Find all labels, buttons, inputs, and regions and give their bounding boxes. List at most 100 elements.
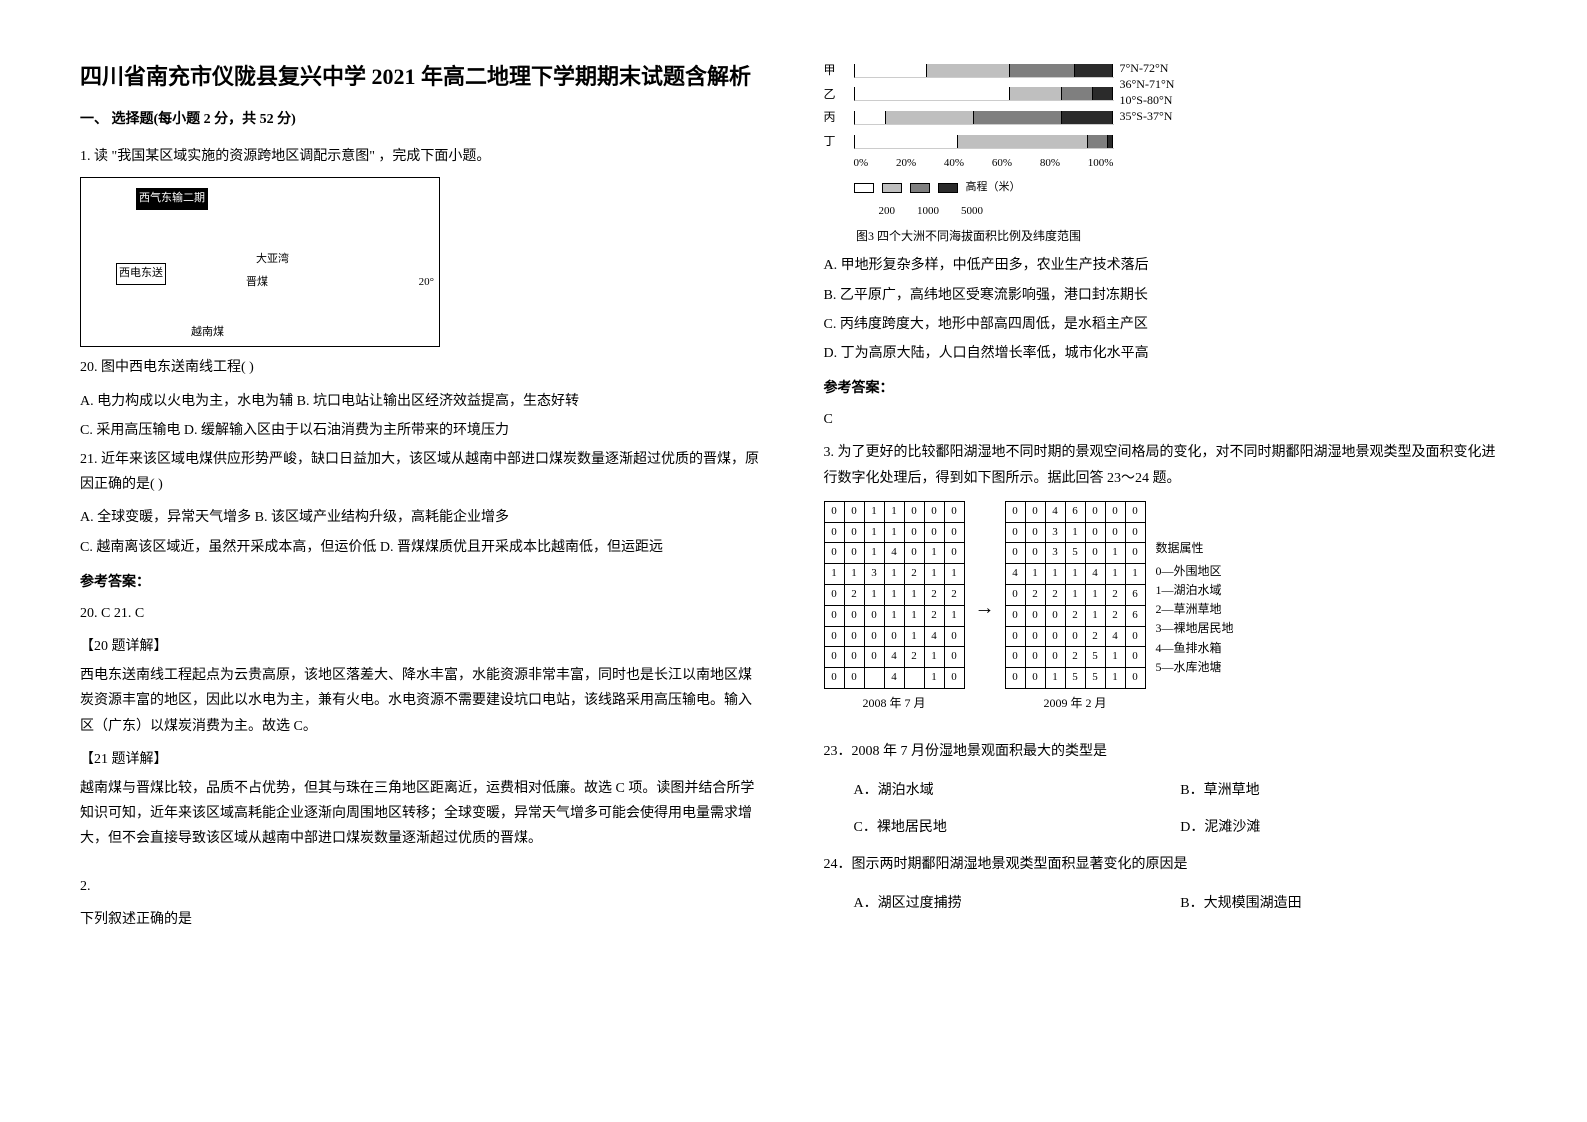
chart-bar [854,87,1114,101]
grid-cell: 0 [1045,626,1065,647]
grid-cell: 0 [1125,626,1145,647]
section1-header: 一、 选择题(每小题 2 分，共 52 分) [80,107,764,132]
chart-row: 甲 [824,60,1114,82]
grid-container: 0011000001100000140101131211021112200011… [824,501,1508,715]
grid-cell: 0 [1085,501,1105,522]
axis-tick: 60% [992,154,1012,174]
latitude-label: 35°S-37°N [1120,108,1175,124]
chart-segment [855,64,928,77]
grid-cell: 0 [924,501,944,522]
grid-cell: 0 [824,647,844,668]
chart-segment [1062,87,1093,100]
grid-cell: 0 [944,626,964,647]
grid-legend: 数据属性 0—外围地区1—湖泊水域2—草洲草地3—裸地居民地4—鱼排水箱5—水库… [1156,539,1234,677]
legend-item: 1—湖泊水域 [1156,581,1234,600]
grid-cell: 0 [864,605,884,626]
grid-cell: 1 [924,543,944,564]
grid-cell: 0 [1105,522,1125,543]
exp20-text: 西电东送南线工程起点为云贵高原，该地区落差大、降水丰富，水能资源非常丰富，同时也… [80,663,764,739]
grid-cell: 0 [1085,522,1105,543]
grid-cell: 0 [944,522,964,543]
grid-cell: 1 [1045,668,1065,689]
q23-opt-c: C．裸地居民地 [824,815,1181,840]
grid-cell: 2 [1085,626,1105,647]
map-label-yuenan: 越南煤 [191,323,224,343]
grid-cell: 1 [1085,605,1105,626]
chart-segment [1010,87,1062,100]
grid-cell: 1 [924,564,944,585]
grid-cell: 1 [1125,564,1145,585]
grid-cell: 6 [1125,585,1145,606]
grid-cell: 0 [904,501,924,522]
exp21-header: 【21 题详解】 [80,747,764,772]
grid-cell [904,668,924,689]
q2-opt-b: B. 乙平原广，高纬地区受寒流影响强，港口封冻期长 [824,283,1508,308]
grid-cell: 5 [1065,543,1085,564]
arrow-icon: → [975,590,995,626]
grid-cell: 1 [904,585,924,606]
axis-tick: 40% [944,154,964,174]
grid-cell: 0 [1025,605,1045,626]
chart-row-label: 丙 [824,107,854,129]
q1-intro: 1. 读 "我国某区域实施的资源跨地区调配示意图" ，完成下面小题。 [80,144,764,169]
elevation-chart: 甲乙丙丁 0%20%40%60%80%100% 高程（米） 200 1000 5… [824,60,1508,247]
grid-2009: 0046000003100000350104111411022112600021… [1005,501,1146,689]
q20-text: 20. 图中西电东送南线工程( ) [80,355,764,380]
q20-opt-ab: A. 电力构成以火电为主，水电为辅 B. 坑口电站让输出区经济效益提高，生态好转 [80,389,764,414]
grid-cell: 0 [824,522,844,543]
grid-cell: 2 [924,585,944,606]
grid-cell: 1 [1105,543,1125,564]
grid-cell: 0 [924,522,944,543]
grid-cell: 4 [884,543,904,564]
legend-item: 5—水库池塘 [1156,658,1234,677]
latitude-column: 7°N-72°N36°N-71°N10°S-80°N35°S-37°N [1120,60,1175,124]
grid-cell: 0 [1125,668,1145,689]
q23-text: 23．2008 年 7 月份湿地景观面积最大的类型是 [824,739,1508,764]
grid-cell: 4 [924,626,944,647]
chart-segment [927,64,1010,77]
legend-val-1: 200 [879,202,896,222]
map-label-daya: 大亚湾 [256,250,289,270]
grid-cell: 0 [1065,626,1085,647]
chart-bar [854,135,1114,149]
chart-row-label: 甲 [824,60,854,82]
legend-val-3: 5000 [961,202,983,222]
axis-tick: 20% [896,154,916,174]
legend-box-3 [910,183,930,193]
grid-cell: 0 [1005,543,1025,564]
grid-cell: 2 [924,605,944,626]
grid-cell: 3 [1045,543,1065,564]
chart-row-label: 丁 [824,131,854,153]
grid-cell: 0 [844,501,864,522]
latitude-label: 36°N-71°N [1120,76,1175,92]
grid-cell: 1 [884,501,904,522]
grid-cell: 1 [1065,585,1085,606]
grid-cell: 0 [1125,501,1145,522]
grid-cell: 0 [1005,585,1025,606]
grid-cell: 0 [1085,543,1105,564]
grid-cell: 2 [1025,585,1045,606]
axis-tick: 0% [854,154,869,174]
grid-cell: 6 [1065,501,1085,522]
grid-cell: 2 [944,585,964,606]
grid-cell: 1 [1085,585,1105,606]
grid-cell: 0 [824,668,844,689]
grid-cell: 0 [844,668,864,689]
grid-cell: 0 [844,543,864,564]
grid-cell: 0 [1005,522,1025,543]
grid-cell: 0 [1005,501,1025,522]
grid-cell: 0 [904,543,924,564]
grid-cell: 0 [1005,647,1025,668]
chart-row-label: 乙 [824,84,854,106]
exp20-header: 【20 题详解】 [80,634,764,659]
latitude-label: 10°S-80°N [1120,92,1175,108]
grid-legend-title: 数据属性 [1156,539,1234,558]
grid-cell: 0 [1025,522,1045,543]
grid-cell: 3 [864,564,884,585]
grid-cell: 0 [844,626,864,647]
grid-cell: 2 [844,585,864,606]
grid-cell: 0 [824,605,844,626]
q23-opt-a: A．湖泊水域 [824,778,1181,803]
grid-cell: 4 [884,647,904,668]
chart-segment [1093,87,1114,100]
